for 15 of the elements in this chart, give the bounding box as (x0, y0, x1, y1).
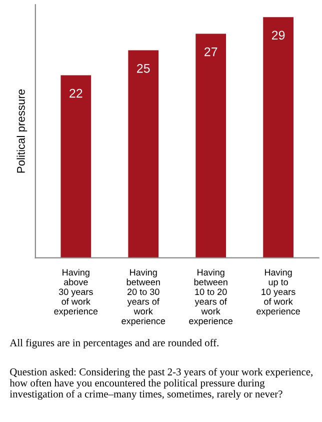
bar (60, 75, 92, 258)
y-axis-title: Political pressure (16, 89, 28, 173)
x-tick-label: Having between 20 to 30 years of work experience (122, 268, 166, 326)
data-label: 22 (70, 88, 82, 98)
data-label: 27 (204, 47, 218, 56)
bar (196, 34, 226, 258)
bar (263, 17, 294, 258)
x-tick-label: Having above 30 years of work experience (54, 268, 98, 316)
text: All figures are in percentages and are rounded off. (10, 338, 218, 348)
x-tick-label: Having up to 10 years of work experience (256, 268, 300, 316)
bar (128, 50, 159, 258)
text: Question asked: Considering the past 2-3 years of your work experience, how often have you encountered the political pressure during investigation of a crime–many times, sometimes, rarely or never? (10, 368, 312, 400)
x-tick-label: Having between 10 to 20 years of work experience (189, 268, 233, 326)
data-label: 29 (272, 30, 285, 40)
data-label: 25 (137, 64, 150, 73)
